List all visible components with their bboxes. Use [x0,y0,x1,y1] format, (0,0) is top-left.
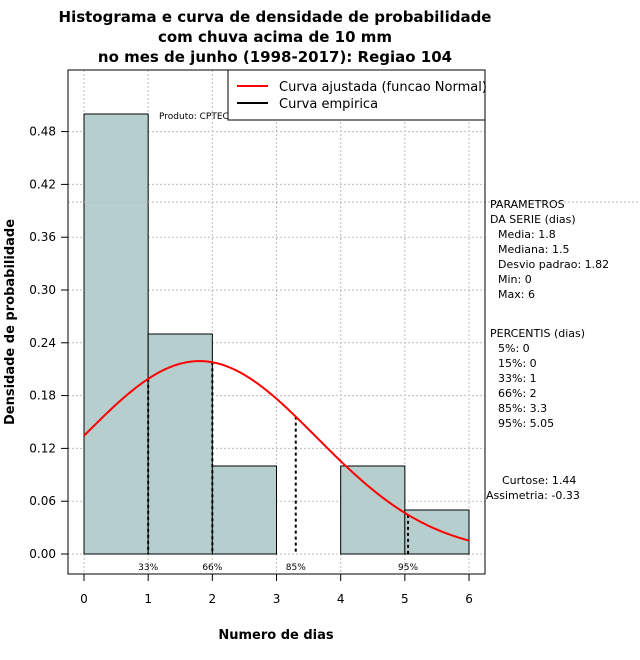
percentile-markers: 33% 66% 85% 95% [138,362,419,573]
legend-normal-label: Curva ajustada (funcao Normal) [279,80,487,95]
percentile-label-1: 66% [202,563,222,573]
x-axis: 0 1 2 3 4 5 6 [80,573,473,606]
y-tick-label-7: 0.42 [29,177,56,191]
y-tick-label-1: 0.06 [29,494,56,508]
x-axis-label: Numero de dias [218,628,334,643]
stats-parametros-5: Min: 0 [498,273,532,286]
stats-percentis-1: 5%: 0 [498,342,530,355]
watermark: Produto: CPTEC/INPE [159,112,253,122]
x-tick-label-2: 2 [209,592,217,606]
histogram-bar-0 [83,113,149,555]
stats-parametros-1: DA SERIE (dias) [490,213,576,226]
y-axis-label: Densidade de probabilidade [3,219,18,425]
stats-percentis-4: 66%: 2 [498,387,537,400]
x-tick-label-4: 4 [337,592,345,606]
histogram-bar-1 [147,333,213,555]
stats-parametros-4: Desvio padrao: 1.82 [498,258,609,271]
histogram-bars [83,113,470,555]
title-line-3: no mes de junho (1998-2017): Regiao 104 [98,48,452,66]
x-tick-label-1: 1 [144,592,152,606]
x-tick-label-0: 0 [80,592,88,606]
legend-empirical-label: Curva empirica [279,97,378,112]
percentile-label-2: 85% [286,563,306,573]
stats-percentis-0: PERCENTIS (dias) [490,327,585,340]
title-line-2: com chuva acima de 10 mm [158,28,392,46]
legend-box [227,69,486,121]
stats-shape-0: Curtose: 1.44 [502,474,576,487]
stats-parametros-6: Max: 6 [498,288,535,301]
y-axis: 0.00 0.06 0.12 0.18 0.24 0.30 0.36 0.42 0.48 [29,125,69,561]
stats-percentis-3: 33%: 1 [498,372,537,385]
y-tick-label-5: 0.30 [29,283,56,297]
percentile-label-0: 33% [138,563,158,573]
histogram-bar-2 [211,465,278,555]
y-tick-label-6: 0.36 [29,230,56,244]
normal-curve-layer [83,360,470,542]
histogram-bar-4 [340,465,406,555]
stats-parametros-2: Media: 1.8 [498,228,556,241]
percentile-label-3: 95% [398,563,418,573]
title-line-1: Histograma e curva de densidade de proba… [59,8,492,26]
stats-panel: PARAMETROS DA SERIE (dias) Media: 1.8 Media… [486,198,609,502]
legend: Curva ajustada (funcao Normal) Curva emp… [227,69,487,121]
y-tick-label-8: 0.48 [29,125,56,139]
stats-percentis-5: 85%: 3.3 [498,402,547,415]
x-tick-label-6: 6 [465,592,473,606]
stats-percentis-2: 15%: 0 [498,357,537,370]
stats-parametros-3: Mediana: 1.5 [498,243,569,256]
x-tick-label-3: 3 [273,592,281,606]
histogram-bar-5 [404,509,470,555]
stats-parametros-0: PARAMETROS [490,198,565,211]
normal-curve [83,360,470,542]
y-tick-label-4: 0.24 [29,336,56,350]
chart-title: Histograma e curva de densidade de proba… [59,8,492,66]
stats-percentis-6: 95%: 5.05 [498,417,554,430]
stats-shape-1: Assimetria: -0.33 [486,489,580,502]
y-tick-label-3: 0.18 [29,389,56,403]
x-tick-label-5: 5 [401,592,409,606]
y-tick-label-0: 0.00 [29,547,56,561]
y-tick-label-2: 0.12 [29,441,56,455]
